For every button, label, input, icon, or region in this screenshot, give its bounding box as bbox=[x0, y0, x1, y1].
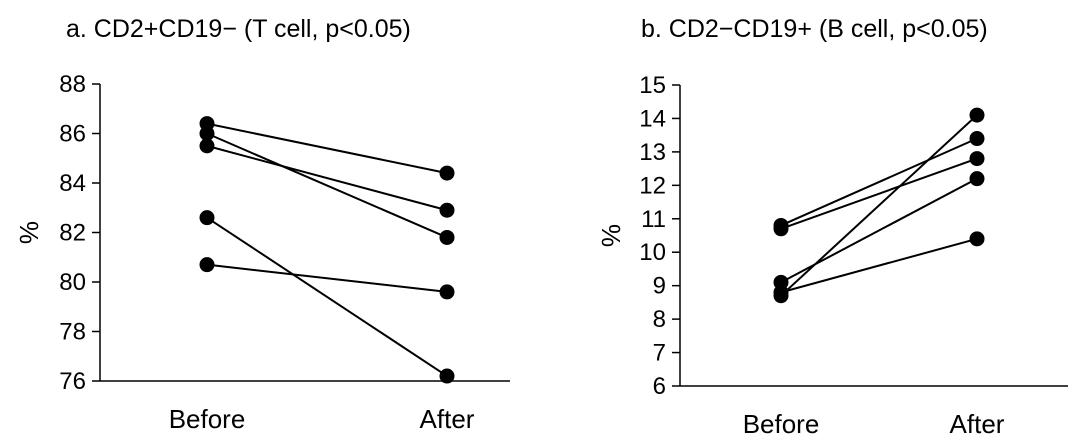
panel-a-series-3-point-after bbox=[439, 202, 455, 218]
panel-b-y-tick-label: 10 bbox=[639, 239, 666, 266]
panel-a-x-tick-label: After bbox=[420, 404, 475, 434]
panel-b-series-2-line bbox=[780, 157, 978, 230]
panel-b-y-axis-title: % bbox=[596, 224, 626, 247]
panel-a-series-3-point-before bbox=[199, 138, 215, 154]
panel-b-y-tick-label: 9 bbox=[653, 273, 666, 300]
panel-b: b. CD2−CD19+ (B cell, p<0.05) 6 7 8 9 10 11 12 1… bbox=[596, 15, 1068, 439]
panel-b-y-tick-label: 8 bbox=[653, 306, 666, 333]
panel-a-y-tick-label: 78 bbox=[59, 319, 86, 346]
panel-a-series-5-point-before bbox=[199, 257, 215, 273]
panel-b-series-4-line bbox=[780, 237, 978, 294]
panel-b-y-tick-label: 12 bbox=[639, 172, 666, 199]
panel-b-x-tick-label: After bbox=[950, 409, 1005, 439]
panel-a-series-5-point-after bbox=[439, 284, 455, 300]
panel-b-y-tick-label: 14 bbox=[639, 105, 666, 132]
panel-a-title: a. CD2+CD19− (T cell, p<0.05) bbox=[66, 15, 411, 43]
panel-a-series-3-line bbox=[206, 144, 448, 212]
panel-a-y-tick-label: 84 bbox=[59, 170, 86, 197]
panel-a-series-2-point-after bbox=[439, 229, 455, 245]
panel-a-series-1-line bbox=[206, 122, 448, 175]
panel-a-series-4-line bbox=[206, 216, 448, 377]
panel-a-series-2-point-before bbox=[199, 126, 215, 141]
panel-a: a. CD2+CD19− (T cell, p<0.05) 76 78 80 82 84 8… bbox=[14, 15, 510, 434]
panel-a-series-1-point-after bbox=[439, 165, 455, 181]
panel-b-title: b. CD2−CD19+ (B cell, p<0.05) bbox=[641, 15, 988, 43]
panel-b-series-1-point-after bbox=[969, 131, 985, 147]
panel-a-y-tick-label: 76 bbox=[59, 368, 86, 395]
panel-a-y-tick-label: 82 bbox=[59, 220, 86, 247]
panel-b-series-2-point-before bbox=[773, 221, 789, 237]
panel-b-series-1-line bbox=[780, 137, 978, 227]
panel-a-y-tick-label: 80 bbox=[59, 269, 86, 296]
panel-a-series-2-line bbox=[206, 132, 448, 239]
panel-a-series-4-point-after bbox=[439, 368, 455, 384]
panel-b-y-tick-label: 7 bbox=[653, 340, 666, 367]
panel-b-series-5-point-before bbox=[773, 288, 789, 304]
panel-b-y-tick-label: 13 bbox=[639, 139, 666, 166]
panel-a-series-4-point-before bbox=[199, 210, 215, 226]
panel-b-series-3-point-after bbox=[969, 171, 985, 187]
panel-b-series-5-line bbox=[780, 114, 978, 297]
panel-a-series-5-line bbox=[206, 263, 448, 293]
panel-b-y-tick-label: 6 bbox=[653, 373, 666, 400]
panel-b-y-tick-label: 15 bbox=[639, 72, 666, 99]
panel-a-y-axis-title: % bbox=[14, 221, 44, 244]
panel-b-series-5-point-after bbox=[969, 107, 985, 123]
panel-a-x-tick-label: Before bbox=[169, 404, 246, 434]
panel-b-series-2-point-after bbox=[969, 151, 985, 167]
panel-b-y-tick-label: 11 bbox=[641, 206, 666, 233]
panel-b-series-4-point-after bbox=[969, 231, 985, 247]
panel-a-y-tick-label: 86 bbox=[59, 121, 86, 148]
panel-a-y-tick-label: 88 bbox=[59, 71, 86, 98]
panel-b-x-tick-label: Before bbox=[743, 409, 820, 439]
